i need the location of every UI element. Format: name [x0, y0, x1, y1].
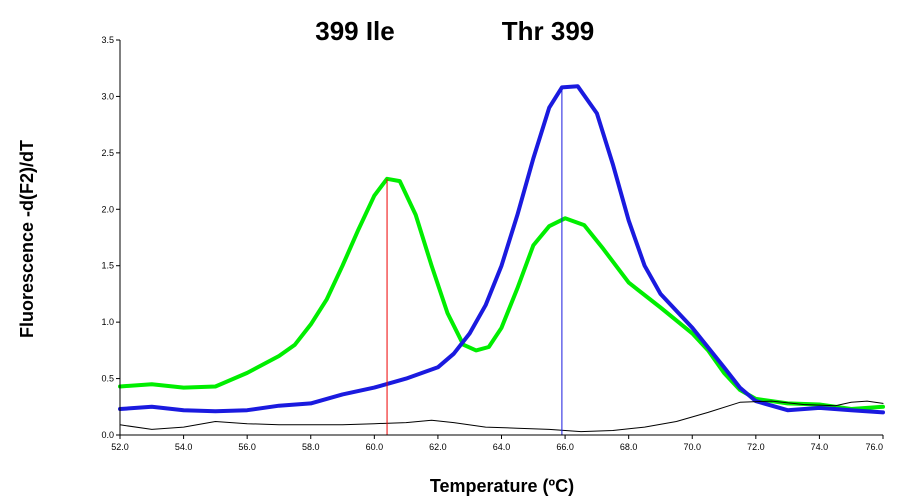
- y-axis-title: Fluorescence -d(F2)/dT: [17, 140, 37, 338]
- x-tick-label: 56.0: [238, 442, 256, 452]
- y-ticks: 0.0 0.5 1.0 1.5 2.0 2.5 3.0 3.5: [101, 35, 120, 440]
- y-tick-label: 0.5: [101, 374, 114, 384]
- x-tick-label: 54.0: [175, 442, 193, 452]
- x-tick-label: 74.0: [811, 442, 829, 452]
- y-tick-label: 0.0: [101, 430, 114, 440]
- y-tick-label: 3.0: [101, 91, 114, 101]
- x-tick-label: 64.0: [493, 442, 511, 452]
- plot-lines: [118, 84, 885, 435]
- x-ticks: 52.0 54.0 56.0 58.0 60.0 62.0 64.0 66.0 68.0 70.0…: [111, 435, 884, 452]
- x-axis-title: Temperature (ºC): [430, 476, 574, 496]
- x-tick-label: 66.0: [556, 442, 574, 452]
- x-tick-label: 62.0: [429, 442, 447, 452]
- y-tick-label: 1.5: [101, 261, 114, 271]
- axes: [119, 40, 883, 436]
- series-line-0: [118, 176, 885, 411]
- x-tick-label: 70.0: [683, 442, 701, 452]
- y-tick-label: 3.5: [101, 35, 114, 45]
- x-tick-label: 72.0: [747, 442, 765, 452]
- x-tick-label: 68.0: [620, 442, 638, 452]
- x-tick-label: 60.0: [366, 442, 384, 452]
- series-line-1: [118, 84, 885, 415]
- x-tick-label: 76.0: [865, 442, 883, 452]
- x-tick-label: 52.0: [111, 442, 129, 452]
- legend-label-399-ile: 399 Ile: [315, 16, 395, 46]
- y-tick-label: 1.0: [101, 317, 114, 327]
- y-tick-label: 2.5: [101, 148, 114, 158]
- x-tick-label: 58.0: [302, 442, 320, 452]
- series-line-2: [119, 400, 884, 433]
- y-tick-label: 2.0: [101, 204, 114, 214]
- legend-label-thr-399: Thr 399: [502, 16, 595, 46]
